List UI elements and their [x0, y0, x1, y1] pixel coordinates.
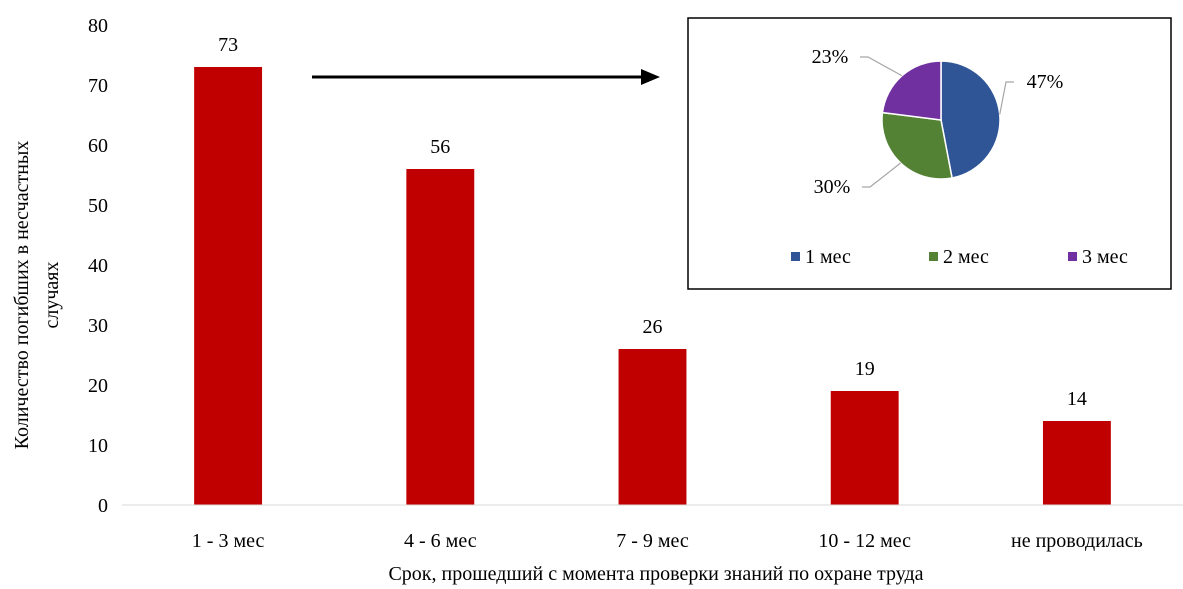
callout-arrow-head	[641, 69, 660, 85]
pie-legend-swatch-1	[929, 252, 938, 261]
pie-legend-label-1: 2 мес	[943, 246, 989, 268]
bar-value-label-2: 26	[643, 316, 663, 338]
pie-legend-label-2: 3 мес	[1082, 246, 1128, 268]
bar-value-label-0: 73	[218, 34, 238, 56]
bar-value-label-1: 56	[430, 136, 450, 158]
bar-0	[194, 67, 263, 505]
bar-4	[1042, 421, 1111, 505]
bar-series	[194, 67, 1111, 505]
y-tick-label-6: 60	[88, 135, 108, 157]
pie-legend-swatch-2	[1068, 252, 1077, 261]
x-tick-label-1: 4 - 6 мес	[404, 530, 477, 552]
bar-2	[618, 349, 687, 505]
y-tick-label-2: 20	[88, 375, 108, 397]
y-tick-label-7: 70	[88, 75, 108, 97]
bar-value-label-3: 19	[855, 358, 875, 380]
y-tick-label-8: 80	[88, 15, 108, 37]
pie-slices	[881, 60, 1001, 180]
y-axis-title: Количество погибших в несчастных случаях	[11, 141, 63, 450]
pie-value-label-0: 47%	[1027, 71, 1064, 93]
pie-legend-label-0: 1 мес	[805, 246, 851, 268]
bar-value-label-4: 14	[1067, 388, 1087, 410]
pie-legend: 1 мес 2 мес 3 мес	[791, 246, 1128, 268]
y-axis-title-line-1: Количество погибших в несчастных	[11, 141, 33, 450]
x-tick-label-3: 10 - 12 мес	[818, 530, 911, 552]
pie-slice-0	[940, 60, 1001, 179]
y-tick-label-4: 40	[88, 255, 108, 277]
y-tick-label-1: 10	[88, 435, 108, 457]
pie-inset: 47% 30% 23% 1 мес 2 мес 3 мес	[687, 17, 1172, 290]
bar-data-labels: 73 56 26 19 14	[218, 34, 1087, 410]
bar-3	[830, 391, 899, 505]
pie-value-label-1: 30%	[814, 176, 851, 198]
x-tick-label-4: не проводилась	[1011, 530, 1143, 552]
y-tick-label-5: 50	[88, 195, 108, 217]
x-axis-ticks: 1 - 3 мес 4 - 6 мес 7 - 9 мес 10 - 12 мес не…	[192, 530, 1143, 552]
x-axis-title: Срок, прошедший с момента проверки знани…	[388, 563, 923, 585]
x-tick-label-2: 7 - 9 мес	[616, 530, 689, 552]
pie-leader-line-0	[999, 81, 1014, 115]
y-axis-title-line-2: случаях	[41, 262, 63, 329]
y-tick-label-0: 0	[98, 495, 108, 517]
pie-leader-line-1	[862, 162, 901, 188]
pie-legend-swatch-0	[791, 252, 800, 261]
pie-leader-line-2	[860, 56, 903, 77]
pie-value-label-2: 23%	[812, 46, 849, 68]
pie-leader-lines	[860, 56, 1014, 188]
callout-arrow	[312, 69, 660, 85]
y-axis-ticks: 0 10 20 30 40 50 60 70 80	[88, 15, 108, 517]
y-tick-label-3: 30	[88, 315, 108, 337]
bar-1	[406, 169, 475, 505]
pie-value-labels: 47% 30% 23%	[812, 46, 1064, 198]
x-tick-label-0: 1 - 3 мес	[192, 530, 265, 552]
